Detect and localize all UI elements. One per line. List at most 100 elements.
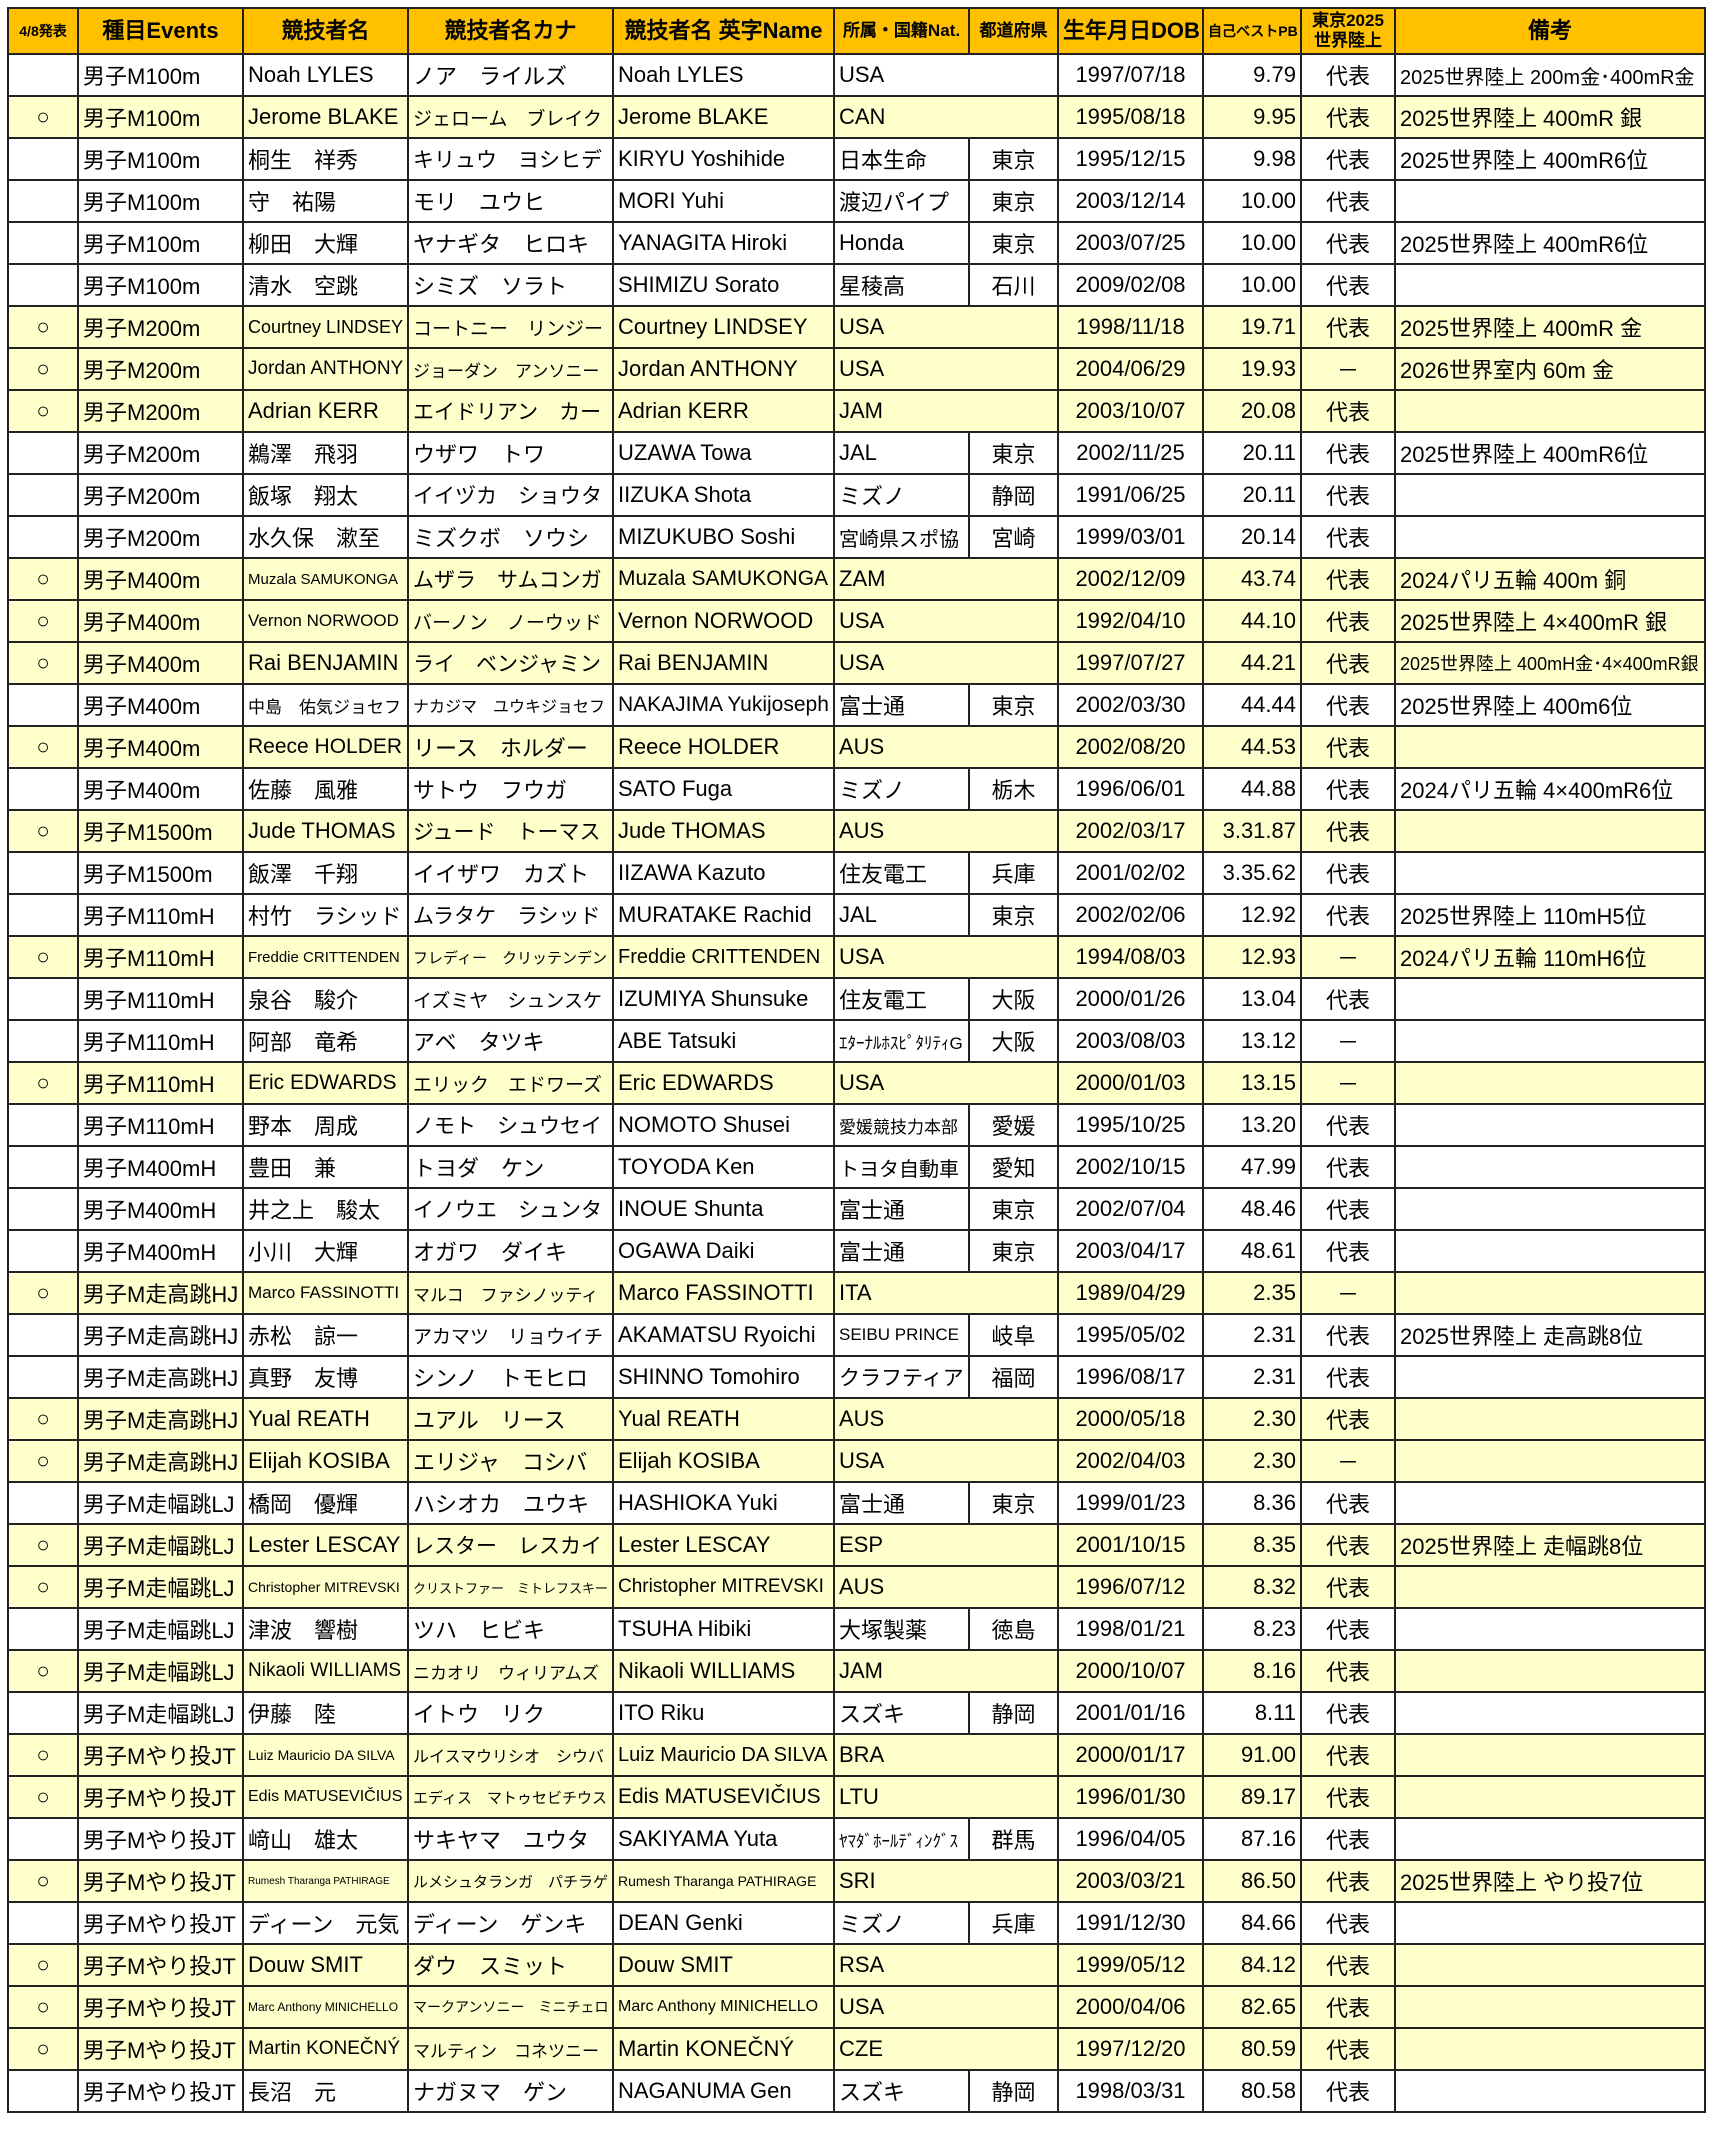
athlete-name-cell: 清水 空跳 [242, 263, 409, 307]
announced-mark-cell: ○ [7, 1439, 79, 1483]
personal-best-cell: 48.46 [1202, 1187, 1302, 1231]
personal-best-cell: 84.66 [1202, 1901, 1302, 1945]
table-row: 男子M走高跳HJ 赤松 諒一 アカマツ リョウイチ AKAMATSU Ryoichi S… [7, 1313, 1706, 1357]
prefecture-cell: 兵庫 [968, 851, 1059, 895]
athlete-english-name-cell: DEAN Genki [612, 1901, 835, 1945]
date-of-birth-cell: 2002/07/04 [1057, 1187, 1204, 1231]
affiliation-cell: 愛媛競技力本部 [833, 1103, 970, 1147]
athlete-kana-cell: マルコ ファシノッティ [407, 1271, 614, 1315]
tokyo2025-status-cell: 代表 [1300, 2069, 1396, 2113]
personal-best-cell: 10.00 [1202, 263, 1302, 307]
table-row: 男子M100m 桐生 祥秀 キリュウ ヨシヒデ KIRYU Yoshihide 日本生命… [7, 137, 1706, 181]
athlete-english-name-cell: Freddie CRITTENDEN [612, 935, 835, 979]
date-of-birth-cell: 2003/10/07 [1057, 389, 1204, 433]
personal-best-cell: 13.15 [1202, 1061, 1302, 1105]
announced-mark-cell [7, 683, 79, 727]
event-cell: 男子M走高跳HJ [77, 1271, 244, 1315]
table-row: 男子M走幅跳LJ 津波 響樹 ツハ ヒビキ TSUHA Hibiki 大塚製薬 徳島 199… [7, 1607, 1706, 1651]
affiliation-cell: 富士通 [833, 1481, 970, 1525]
tokyo2025-status-cell: 代表 [1300, 473, 1396, 517]
affiliation-cell: 富士通 [833, 683, 970, 727]
table-row: ○ 男子M走幅跳LJ Lester LESCAY レスター レスカイ Lester LE… [7, 1523, 1706, 1567]
personal-best-cell: 2.30 [1202, 1397, 1302, 1441]
personal-best-cell: 9.95 [1202, 95, 1302, 139]
announced-mark-cell [7, 893, 79, 937]
tokyo2025-status-cell: － [1300, 1061, 1396, 1105]
notes-cell: 2024パリ五輪 110mH6位 [1394, 935, 1706, 979]
athlete-name-cell: Freddie CRITTENDEN [242, 935, 409, 979]
event-cell: 男子Mやり投JT [77, 1901, 244, 1945]
tokyo2025-status-cell: 代表 [1300, 1145, 1396, 1189]
table-row: 男子Mやり投JT 﨑山 雄太 サキヤマ ユウタ SAKIYAMA Yuta ﾔﾏﾀﾞﾎｰ… [7, 1817, 1706, 1861]
table-row: ○ 男子M200m Adrian KERR エイドリアン カー Adrian KERR J… [7, 389, 1706, 433]
announced-mark-cell [7, 851, 79, 895]
personal-best-cell: 80.59 [1202, 2027, 1302, 2071]
notes-cell [1394, 1229, 1706, 1273]
athlete-kana-cell: エリック エドワーズ [407, 1061, 614, 1105]
personal-best-cell: 8.32 [1202, 1565, 1302, 1609]
header-affiliation: 所属・国籍Nat. [833, 7, 970, 55]
table-row: ○ 男子Mやり投JT Marc Anthony MINICHELLO マークアンソニー… [7, 1985, 1706, 2029]
affiliation-cell: スズキ [833, 2069, 970, 2113]
athlete-name-cell: 橋岡 優輝 [242, 1481, 409, 1525]
notes-cell: 2025世界陸上 400mR 金 [1394, 305, 1706, 349]
tokyo2025-status-cell: 代表 [1300, 1187, 1396, 1231]
table-row: ○ 男子M1500m Jude THOMAS ジュード トーマス Jude THOMAS… [7, 809, 1706, 853]
prefecture-cell: 東京 [968, 431, 1059, 475]
notes-cell: 2024パリ五輪 400m 銅 [1394, 557, 1706, 601]
announced-mark-cell [7, 53, 79, 97]
event-cell: 男子M200m [77, 473, 244, 517]
event-cell: 男子Mやり投JT [77, 1733, 244, 1777]
athlete-name-cell: 小川 大輝 [242, 1229, 409, 1273]
athlete-name-cell: 佐藤 風雅 [242, 767, 409, 811]
affiliation-cell: 住友電工 [833, 977, 970, 1021]
announced-mark-cell: ○ [7, 95, 79, 139]
tokyo2025-status-cell: 代表 [1300, 221, 1396, 265]
announced-mark-cell [7, 263, 79, 307]
event-cell: 男子Mやり投JT [77, 1775, 244, 1819]
personal-best-cell: 3.31.87 [1202, 809, 1302, 853]
tokyo2025-status-cell: － [1300, 1019, 1396, 1063]
announced-mark-cell [7, 431, 79, 475]
notes-cell [1394, 1145, 1706, 1189]
date-of-birth-cell: 1999/05/12 [1057, 1943, 1204, 1987]
personal-best-cell: 2.31 [1202, 1313, 1302, 1357]
date-of-birth-cell: 1991/06/25 [1057, 473, 1204, 517]
affiliation-cell: CAN [833, 95, 1059, 139]
athlete-kana-cell: リース ホルダー [407, 725, 614, 769]
tokyo2025-status-cell: 代表 [1300, 137, 1396, 181]
affiliation-cell: 宮崎県スポ協 [833, 515, 970, 559]
table-row: ○ 男子M200m Courtney LINDSEY コートニー リンジー Courtn… [7, 305, 1706, 349]
athlete-english-name-cell: Douw SMIT [612, 1943, 835, 1987]
prefecture-cell: 東京 [968, 1481, 1059, 1525]
notes-cell: 2025世界陸上 400mR 銀 [1394, 95, 1706, 139]
header-english-name: 競技者名 英字Name [612, 7, 835, 55]
athlete-name-cell: Marc Anthony MINICHELLO [242, 1985, 409, 2029]
date-of-birth-cell: 2000/10/07 [1057, 1649, 1204, 1693]
tokyo2025-status-cell: 代表 [1300, 1943, 1396, 1987]
notes-cell [1394, 515, 1706, 559]
athlete-kana-cell: サトウ フウガ [407, 767, 614, 811]
athlete-english-name-cell: Muzala SAMUKONGA [612, 557, 835, 601]
athlete-kana-cell: ノモト シュウセイ [407, 1103, 614, 1147]
personal-best-cell: 8.23 [1202, 1607, 1302, 1651]
athlete-kana-cell: サキヤマ ユウタ [407, 1817, 614, 1861]
affiliation-cell: ミズノ [833, 1901, 970, 1945]
affiliation-cell: JAL [833, 431, 970, 475]
date-of-birth-cell: 1992/04/10 [1057, 599, 1204, 643]
personal-best-cell: 10.00 [1202, 179, 1302, 223]
tokyo2025-status-cell: 代表 [1300, 1901, 1396, 1945]
event-cell: 男子M100m [77, 137, 244, 181]
personal-best-cell: 44.88 [1202, 767, 1302, 811]
date-of-birth-cell: 1996/08/17 [1057, 1355, 1204, 1399]
date-of-birth-cell: 1997/07/27 [1057, 641, 1204, 685]
athlete-english-name-cell: Rumesh Tharanga PATHIRAGE [612, 1859, 835, 1903]
personal-best-cell: 82.65 [1202, 1985, 1302, 2029]
event-cell: 男子Mやり投JT [77, 1817, 244, 1861]
athlete-name-cell: Vernon NORWOOD [242, 599, 409, 643]
affiliation-cell: SRI [833, 1859, 1059, 1903]
athlete-english-name-cell: Marco FASSINOTTI [612, 1271, 835, 1315]
header-pb: 自己ベストPB [1202, 7, 1302, 55]
prefecture-cell: 愛媛 [968, 1103, 1059, 1147]
athlete-name-cell: Yual REATH [242, 1397, 409, 1441]
